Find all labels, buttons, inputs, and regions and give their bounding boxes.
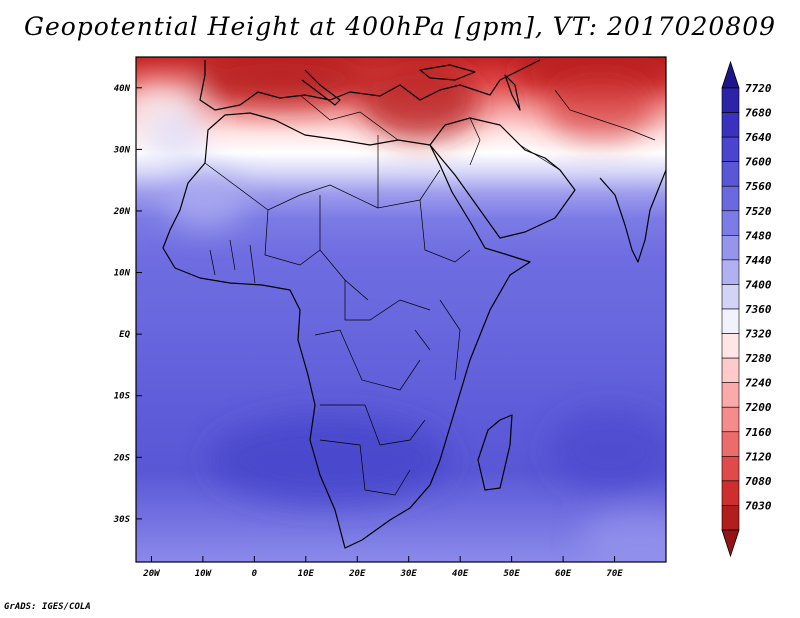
colorbar-swatch [721, 505, 740, 531]
borders [204, 89, 656, 496]
colorbar-swatch [721, 357, 740, 383]
lat-tick-label: EQ [119, 330, 130, 340]
lat-tick-label: 40N [114, 84, 131, 94]
latitude-axis: 40N 30N 20N 10N EQ 10S 20S 30S [113, 84, 142, 525]
colorbar-min-arrow [721, 529, 740, 558]
lat-tick-label: 10S [114, 392, 131, 402]
colorbar-legend: 7720 7680 7640 7600 7560 7520 7480 7440 7400 7360… [721, 60, 772, 558]
geopotential-map: 40N 30N 20N 10N EQ 10S 20S 30S 20W 10W 0 10E 20E 30E… [113, 56, 772, 579]
colorbar-level-label: 7120 [745, 450, 772, 463]
colorbar-level-label: 7440 [745, 254, 772, 267]
lon-tick-label: 0 [252, 569, 258, 579]
colorbar-swatch [721, 480, 740, 506]
colorbar-level-label: 7560 [745, 180, 772, 193]
colorbar-level-label: 7520 [745, 205, 772, 218]
colorbar-swatch [721, 235, 740, 261]
lon-tick-label: 40E [452, 569, 469, 579]
longitude-axis: 20W 10W 0 10E 20E 30E 40E 50E 60E 70E [142, 556, 623, 579]
lon-tick-label: 10E [298, 569, 315, 579]
colorbar-level-label: 7600 [745, 156, 772, 169]
lon-tick-label: 20E [348, 569, 366, 579]
colorbar-level-label: 7280 [745, 352, 772, 365]
lon-tick-label: 60E [555, 569, 572, 579]
colorbar-swatch [721, 259, 740, 285]
colorbar-swatch [721, 136, 740, 162]
colorbar-swatch [721, 456, 740, 482]
plot-frame [135, 56, 667, 563]
lat-tick-label: 20N [113, 207, 131, 217]
colorbar-swatch [721, 382, 740, 408]
lat-tick-label: 20S [113, 453, 131, 463]
colorbar-level-label: 7200 [745, 401, 772, 414]
colorbar-swatch [721, 406, 740, 433]
lat-tick-label: 30S [113, 515, 131, 525]
lon-tick-label: 30E [400, 569, 418, 579]
colorbar-swatch [721, 87, 740, 113]
colorbar-level-label: 7320 [745, 328, 772, 341]
colorbar-swatch [721, 112, 740, 138]
colorbar-level-label: 7240 [745, 377, 772, 390]
lon-tick-label: 10W [195, 569, 213, 579]
lat-tick-label: 10N [114, 269, 131, 279]
colorbar-level-label: 7030 [745, 499, 772, 512]
colorbar-swatch [721, 431, 740, 457]
colorbar-swatch [721, 210, 740, 236]
chart-title: Geopotential Height at 400hPa [gpm], VT:… [23, 12, 777, 41]
colorbar-level-label: 7400 [745, 278, 772, 291]
colorbar-swatch [721, 161, 740, 187]
colorbar-max-arrow [721, 60, 740, 89]
lon-tick-label: 50E [503, 569, 520, 579]
colorbar-swatch [721, 284, 740, 310]
colorbar-level-label: 7080 [745, 475, 772, 488]
colorbar-swatch [721, 185, 740, 212]
colorbar-swatch [721, 333, 740, 359]
lat-tick-label: 30N [113, 145, 131, 155]
coastlines [162, 59, 666, 549]
grads-credit: GrADS: IGES/COLA [4, 602, 91, 612]
lon-tick-label: 20W [142, 569, 161, 579]
colorbar-swatch [721, 308, 740, 334]
colorbar-level-label: 7160 [745, 426, 772, 439]
colorbar-level-label: 7720 [745, 82, 772, 95]
height-field [136, 57, 666, 562]
colorbar-level-label: 7480 [745, 229, 772, 242]
colorbar-level-label: 7680 [745, 107, 772, 120]
lon-tick-label: 70E [606, 569, 623, 579]
colorbar-level-label: 7640 [745, 131, 772, 144]
colorbar-level-label: 7360 [745, 303, 772, 316]
